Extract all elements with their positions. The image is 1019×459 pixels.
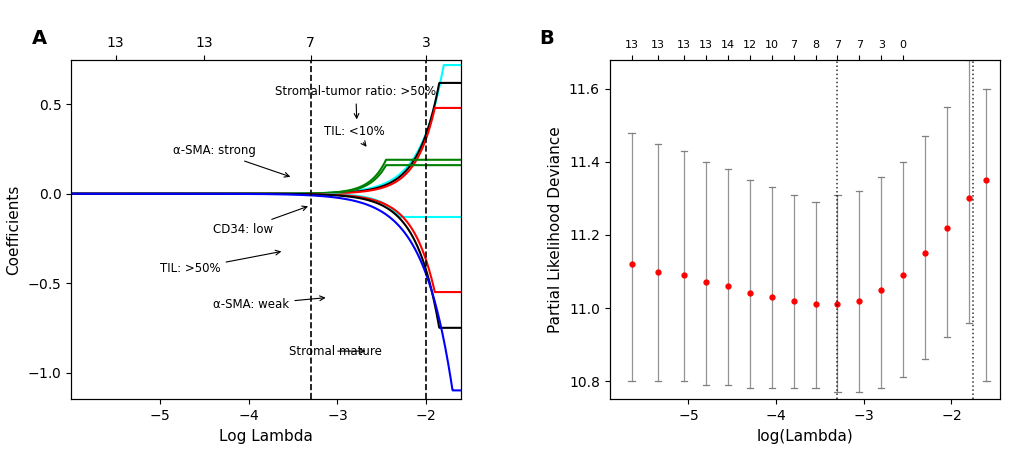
Text: α-SMA: weak: α-SMA: weak <box>213 296 324 311</box>
Y-axis label: Coefficients: Coefficients <box>6 185 21 274</box>
Text: A: A <box>33 29 48 48</box>
X-axis label: Log Lambda: Log Lambda <box>219 429 313 443</box>
Text: Stromal-tumor ratio: >50%: Stromal-tumor ratio: >50% <box>275 85 436 118</box>
Text: TIL: >50%: TIL: >50% <box>160 250 280 275</box>
Y-axis label: Partial Likelihood Deviance: Partial Likelihood Deviance <box>548 126 562 333</box>
Text: TIL: <10%: TIL: <10% <box>324 125 384 146</box>
Text: B: B <box>539 29 553 48</box>
Text: CD34: low: CD34: low <box>213 206 307 236</box>
X-axis label: log(Lambda): log(Lambda) <box>755 429 852 443</box>
Text: α-SMA: strong: α-SMA: strong <box>173 145 289 177</box>
Text: Stromal mature: Stromal mature <box>288 345 381 358</box>
